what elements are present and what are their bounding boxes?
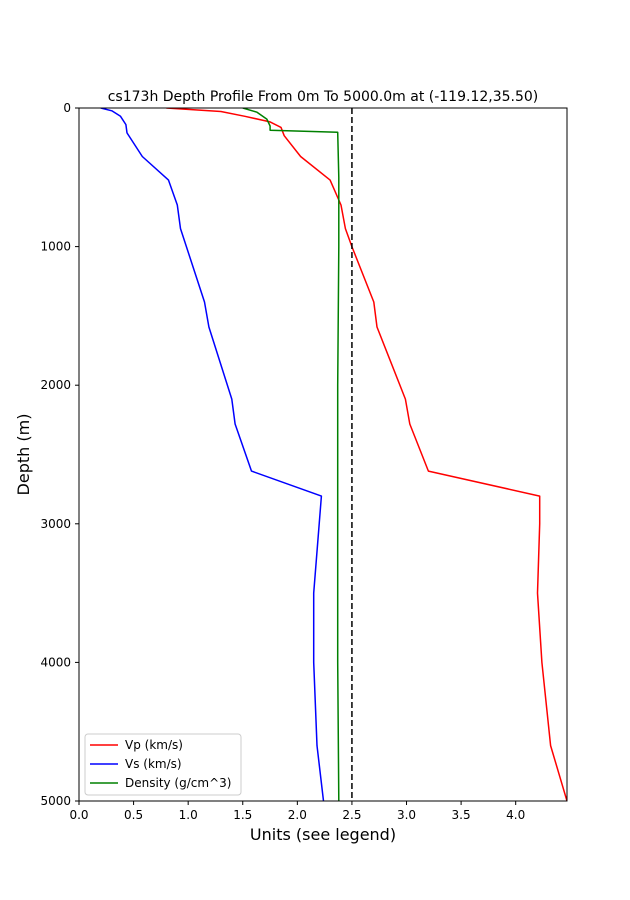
legend-label: Density (g/cm^3) xyxy=(125,776,231,790)
y-tick-label: 3000 xyxy=(40,517,71,531)
legend-box xyxy=(84,733,242,796)
plot-frame xyxy=(78,107,568,802)
x-axis-ticks: 0.0 0.5 1.0 1.5 2.0 2.5 3.0 3.5 4.0 xyxy=(69,801,525,822)
y-tick-label: 2000 xyxy=(40,378,71,392)
y-tick-label: 5000 xyxy=(40,794,71,808)
x-tick-label: 0.0 xyxy=(69,808,88,822)
x-tick-label: 1.0 xyxy=(179,808,198,822)
chart-title: cs173h Depth Profile From 0m To 5000.0m … xyxy=(108,89,539,105)
series-line-0 xyxy=(166,108,567,801)
y-tick-label: 1000 xyxy=(40,240,71,254)
series-line-2 xyxy=(242,108,340,801)
y-tick-label: 4000 xyxy=(40,655,71,669)
series-line-1 xyxy=(100,108,325,801)
x-tick-label: 1.5 xyxy=(233,808,252,822)
legend: Vp (km/s) Vs (km/s) Density (g/cm^3) xyxy=(84,733,242,796)
x-tick-label: 2.5 xyxy=(342,808,361,822)
x-tick-label: 2.0 xyxy=(288,808,307,822)
legend-label: Vs (km/s) xyxy=(125,757,182,771)
x-tick-label: 3.5 xyxy=(452,808,471,822)
y-axis-label: Depth (m) xyxy=(14,414,33,496)
x-tick-label: 0.5 xyxy=(124,808,143,822)
x-tick-label: 4.0 xyxy=(506,808,525,822)
y-tick-label: 0 xyxy=(63,101,71,115)
x-axis-label: Units (see legend) xyxy=(250,825,396,844)
legend-label: Vp (km/s) xyxy=(125,738,183,752)
y-axis-ticks: 0 1000 2000 3000 4000 5000 xyxy=(40,101,79,808)
x-tick-label: 3.0 xyxy=(397,808,416,822)
